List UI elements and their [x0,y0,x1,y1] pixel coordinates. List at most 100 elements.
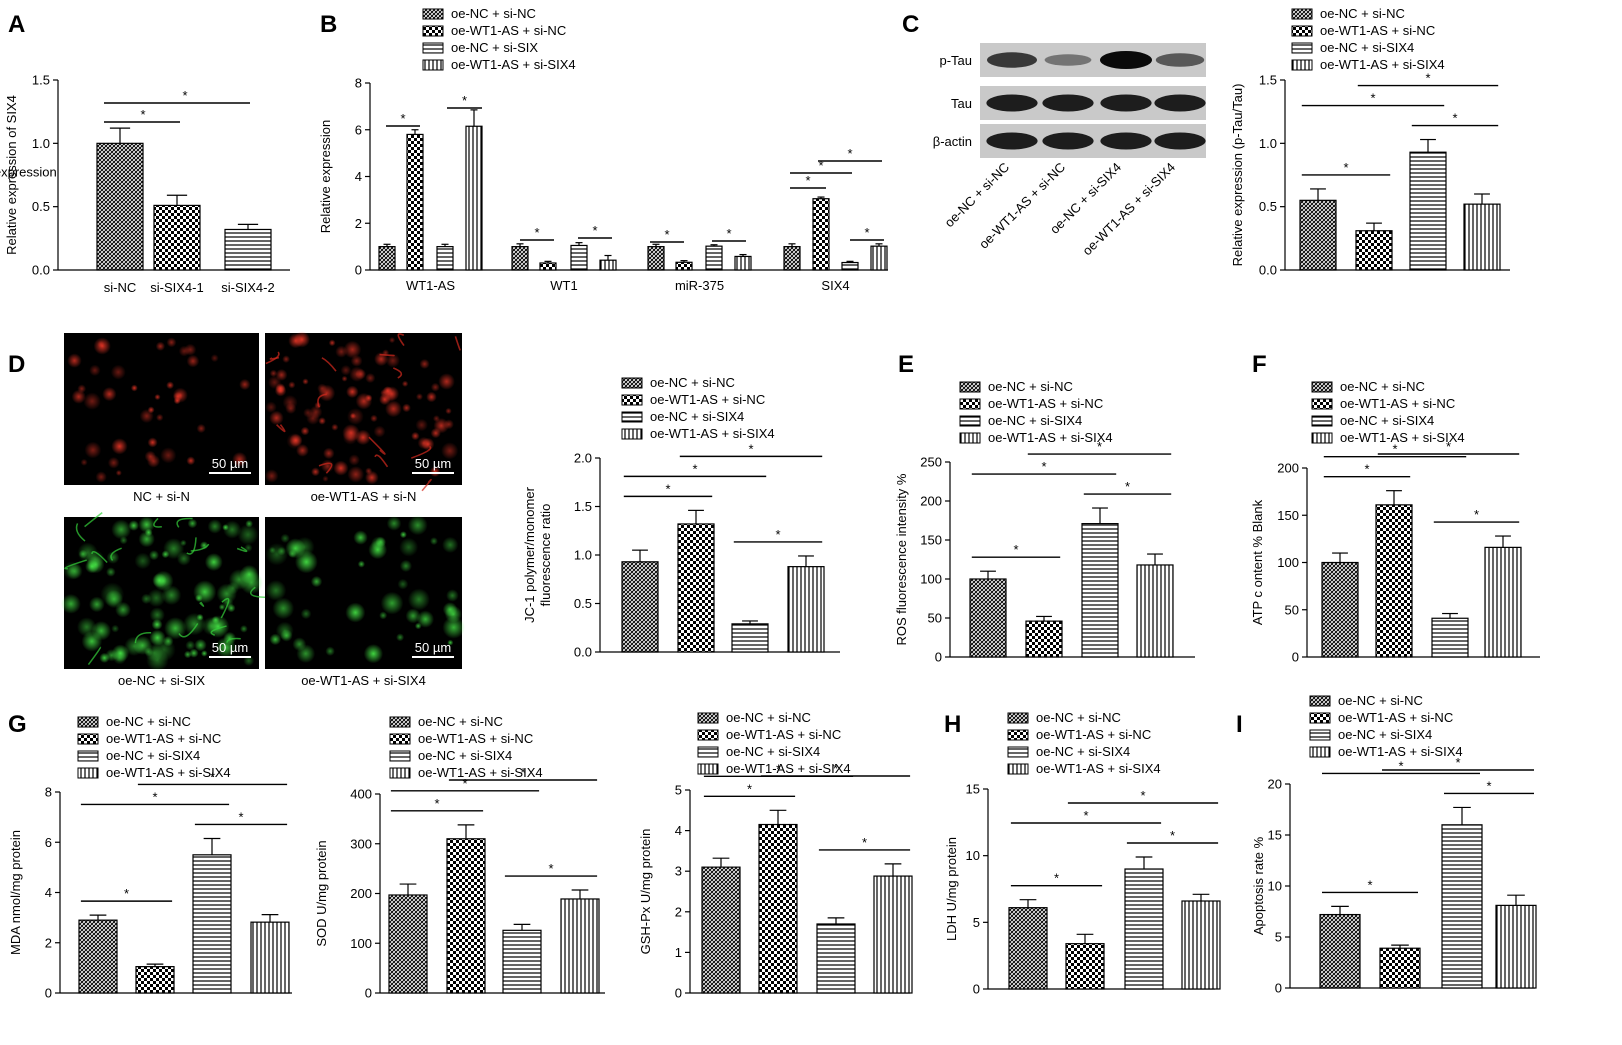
cell-signal [206,615,230,638]
panel-label-h: H [944,711,961,738]
bar [1484,546,1522,658]
cell-signal [83,392,101,410]
cell-signal [183,650,192,659]
bar [1136,564,1174,658]
bar [599,259,617,271]
significance-star: * [1364,462,1369,477]
y-axis-label: JC-1 polymer/monomer [522,486,537,622]
bar [378,246,396,271]
y-tick-label: 200 [350,886,372,901]
legend-label: oe-NC + si-SIX4 [106,748,200,763]
cell-membrane [134,631,152,644]
cell-signal [399,531,407,539]
bar [465,125,483,271]
significance-star: * [1367,877,1372,892]
cell-signal [318,417,326,425]
cell-signal [365,372,376,384]
significance-star: * [124,886,129,901]
y-axis-label: Relative expression [0,165,57,180]
blot-band [1154,132,1206,150]
y-tick-label: 100 [1277,555,1299,570]
blot-band [986,94,1038,112]
cell-signal [154,394,161,401]
legend-label: oe-WT1-AS + si-SIX4 [1036,761,1161,776]
bar [1025,620,1063,658]
y-tick-label: 0.0 [574,645,592,660]
bar [816,923,856,994]
cell-signal [237,524,259,546]
cell-signal [348,454,360,466]
cell-signal [296,443,309,457]
bar [647,246,665,271]
cell-signal [226,581,240,595]
cell-signal [275,368,288,381]
cell-signal [111,438,128,455]
significance-star: * [1170,828,1175,843]
panel-label-f: F [1252,351,1267,378]
legend-swatch [1007,763,1029,775]
cell-signal [430,382,440,392]
bar [1299,199,1337,271]
significance-star: * [1054,871,1059,886]
cell-signal [147,588,166,608]
cell-membrane [265,351,280,365]
significance-star: * [1140,788,1145,803]
cell-signal [166,337,177,348]
y-tick-label: 100 [920,572,942,587]
micrographs: 50 µm NC + si-N 50 µm oe-WT1-AS + si-N 50 µm… [61,331,465,688]
cell-signal [357,560,365,568]
cell-membrane [75,523,86,542]
cell-signal [380,386,397,403]
cell-signal [289,433,303,447]
cell-signal [265,580,287,601]
cell-membrane [236,546,248,553]
significance-star: * [434,796,439,811]
cell-signal [176,551,191,566]
significance-star: * [210,769,215,784]
y-tick-label: 4 [675,823,682,838]
y-tick-label: 0 [355,263,362,278]
cell-signal [272,597,295,620]
blot-band [1155,53,1205,67]
legend-swatch [1311,415,1333,427]
cell-signal [145,644,164,662]
y-tick-label: 2 [45,935,52,950]
significance-star: * [692,461,697,476]
cell-signal [215,637,236,658]
legend-label: oe-NC + si-SIX4 [650,409,744,424]
y-tick-label: 0 [675,986,682,1001]
cell-signal [407,515,428,536]
legend-swatch [1291,25,1313,37]
legend-swatch [422,42,444,54]
significance-star: * [1041,459,1046,474]
x-tick-label: SIX4 [821,278,849,293]
cell-signal [385,353,400,368]
bar [701,866,741,994]
y-tick-label: 10 [1268,879,1282,894]
bar [446,838,486,994]
cell-signal [110,364,126,380]
y-tick-label: 15 [1268,828,1282,843]
cell-membrane [110,547,122,561]
x-tick-label: miR-375 [675,278,724,293]
cell-signal [430,427,441,439]
legend-label: oe-NC + si-SIX4 [1338,727,1432,742]
cell-membrane [210,625,227,636]
y-tick-label: 3 [675,864,682,879]
cell-signal [333,460,349,476]
significance-star: * [462,776,467,791]
legend-label: oe-WT1-AS + si-NC [1340,396,1455,411]
cell-signal [310,575,323,588]
cell-signal [365,467,373,475]
bar [560,898,600,994]
bar [192,854,232,994]
cell-signal [146,454,161,468]
cell-signal [130,384,138,392]
cell-signal [160,447,177,464]
y-tick-label: 250 [920,455,942,470]
cell-signal [106,551,120,564]
cell-signal [421,437,435,451]
significance-star: * [534,225,539,240]
y-tick-label: 0 [973,982,980,997]
